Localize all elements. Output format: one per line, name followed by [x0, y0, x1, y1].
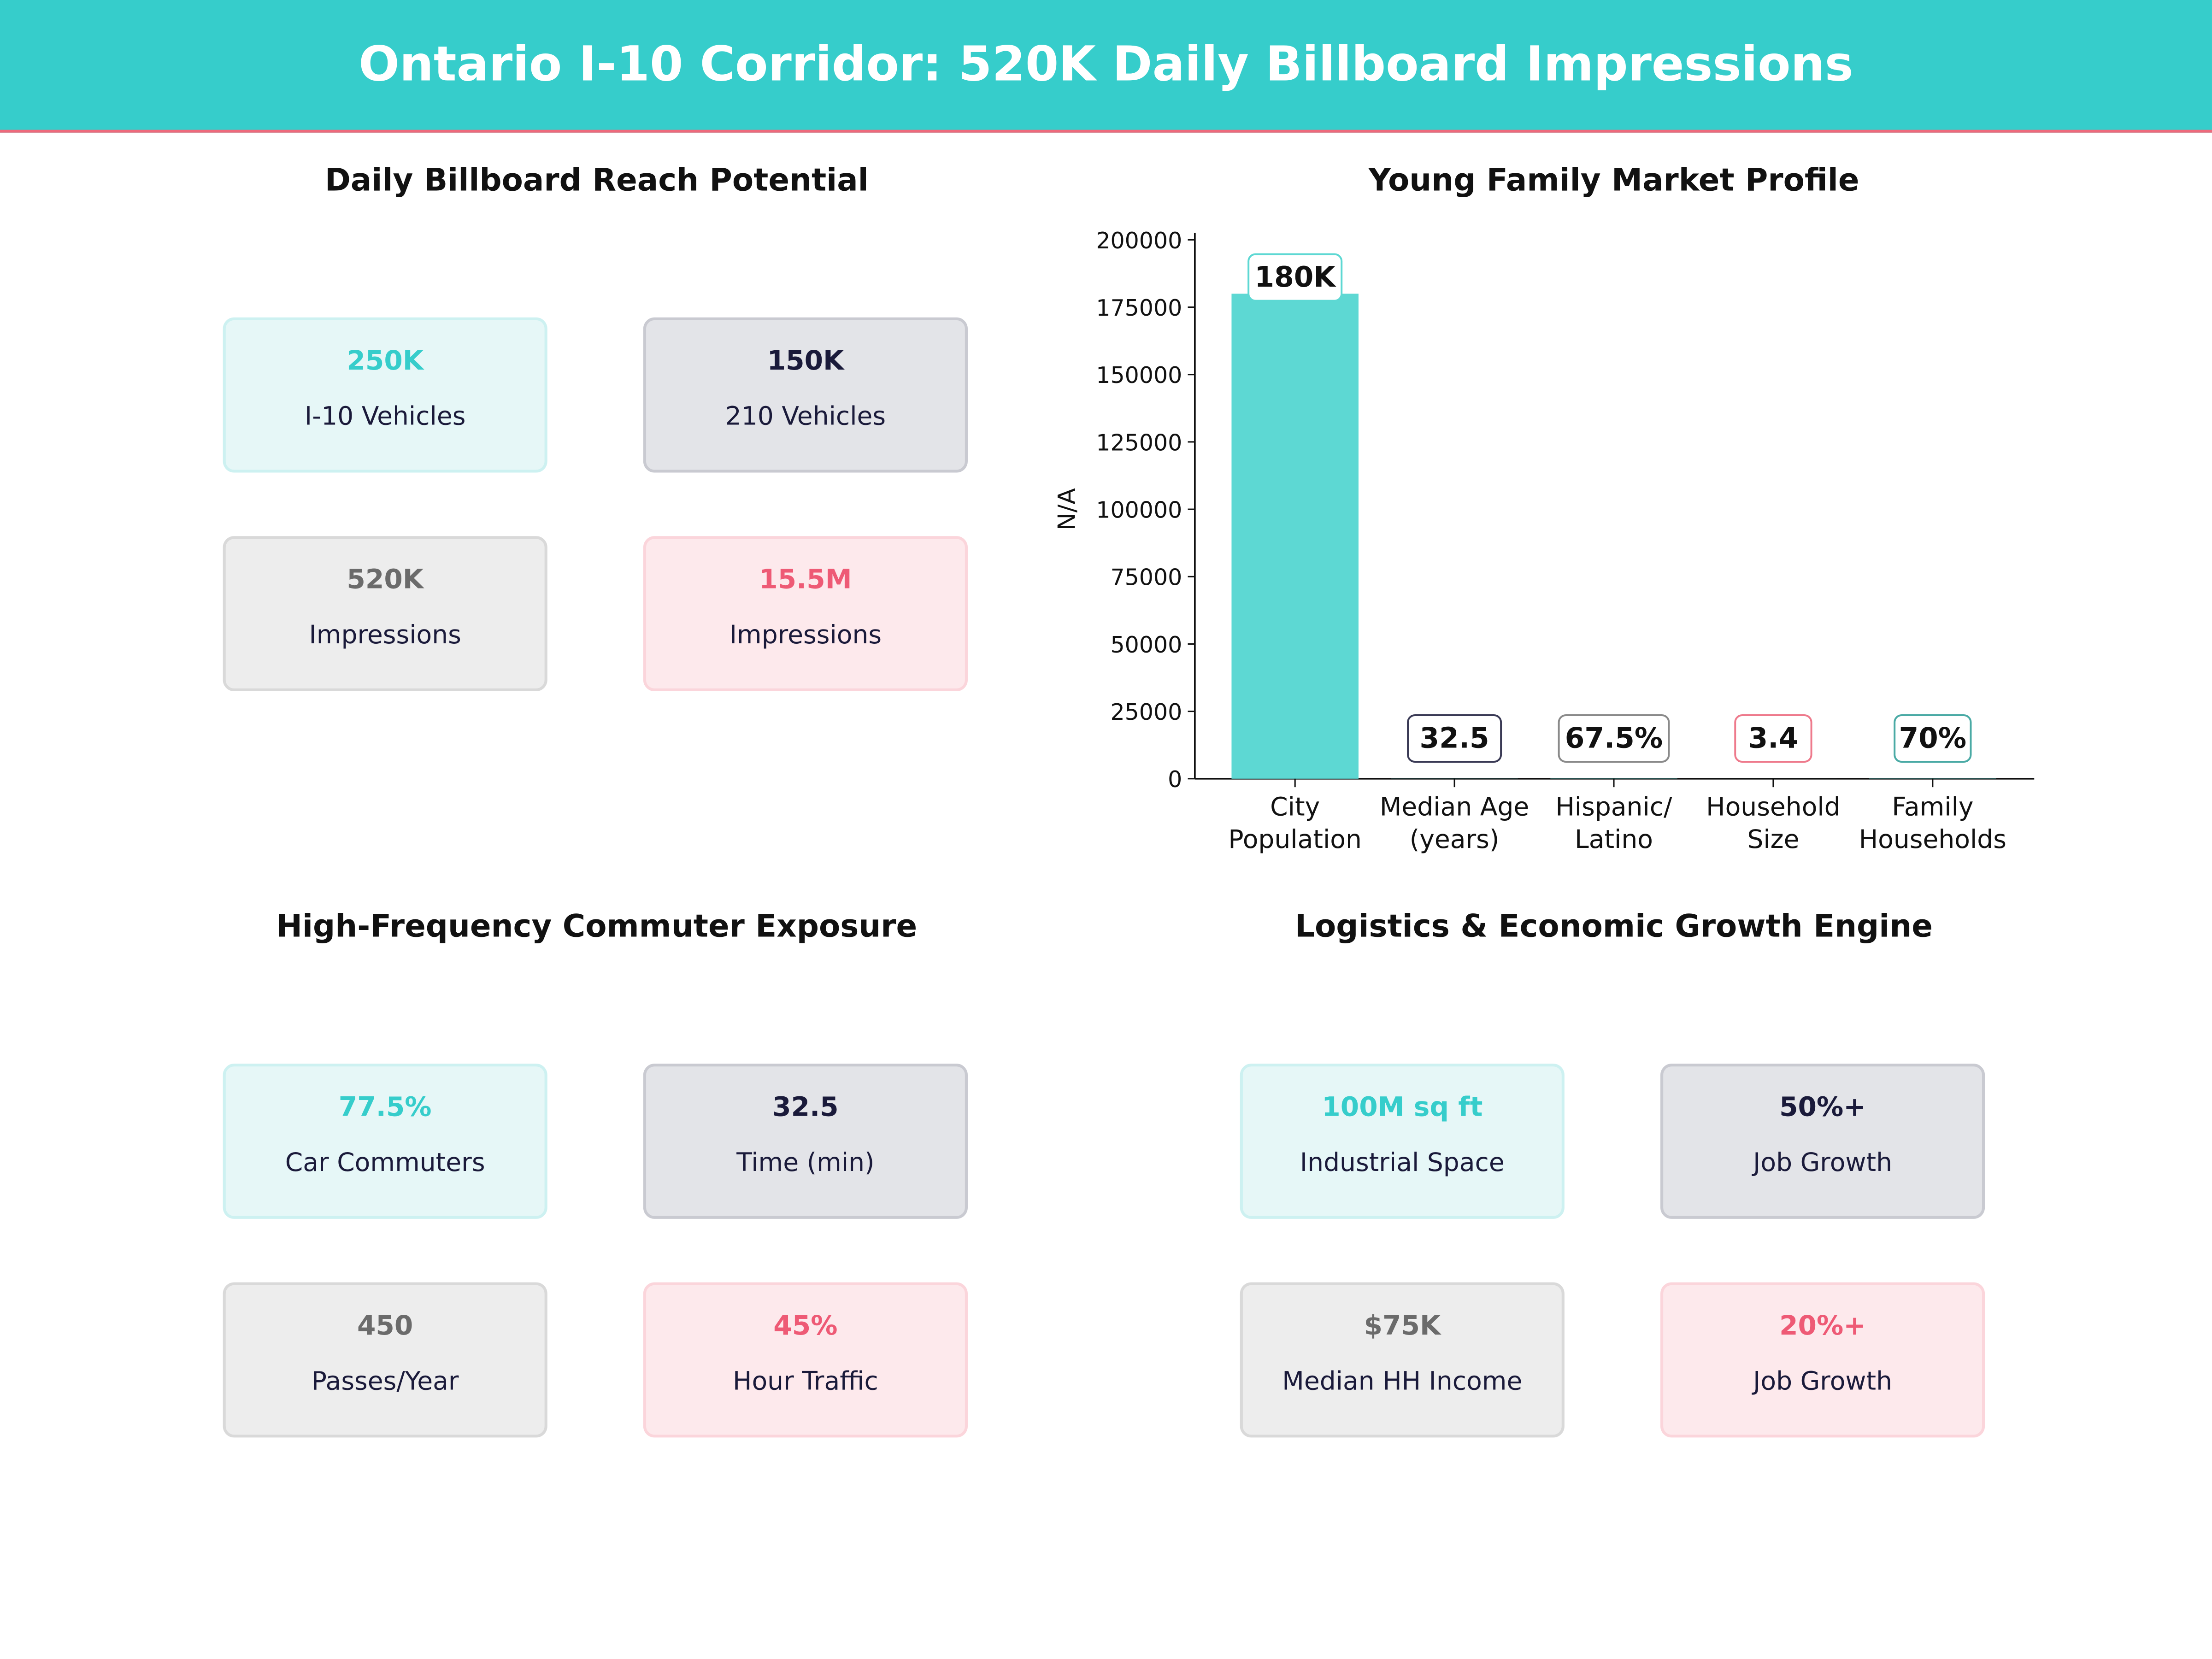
- data-label-box: [1558, 714, 1670, 763]
- data-label: 3.4: [1748, 722, 1798, 754]
- data-label-box: [1247, 253, 1343, 302]
- metric-card: 100M sq ft Industrial Space: [1240, 1064, 1565, 1219]
- metric-card: 50%+ Job Growth: [1660, 1064, 1985, 1219]
- metric-card: 77.5% Car Commuters: [223, 1064, 547, 1219]
- y-tick-label: 25000: [1111, 699, 1182, 725]
- x-tick-label: Latino: [1575, 824, 1653, 854]
- y-tick-label: 50000: [1111, 632, 1182, 658]
- metric-label: Job Growth: [1753, 1148, 1893, 1178]
- metric-value: 50%+: [1779, 1092, 1866, 1123]
- header-banner: Ontario I-10 Corridor: 520K Daily Billbo…: [0, 0, 2212, 133]
- data-label: 180K: [1255, 261, 1337, 294]
- metric-card: 20%+ Job Growth: [1660, 1282, 1985, 1438]
- metric-card: 520K Impressions: [223, 536, 547, 691]
- metric-card: 150K 210 Vehicles: [643, 317, 968, 473]
- data-label-box: [1894, 714, 1972, 763]
- x-tick-label: Hispanic/: [1555, 792, 1672, 821]
- data-label-box: [1407, 714, 1502, 763]
- panel-title-commuter: High-Frequency Commuter Exposure: [276, 910, 918, 946]
- metric-label: I-10 Vehicles: [304, 402, 466, 432]
- data-label: 67.5%: [1565, 722, 1663, 754]
- metric-label: Median HH Income: [1282, 1367, 1523, 1397]
- metric-label: Time (min): [736, 1148, 875, 1178]
- y-tick-label: 150000: [1096, 362, 1182, 388]
- y-tick-label: 200000: [1096, 228, 1182, 254]
- x-tick-label: (years): [1410, 824, 1500, 854]
- metric-label: Job Growth: [1753, 1367, 1893, 1397]
- x-tick-label: City: [1270, 792, 1320, 821]
- metric-card: 450 Passes/Year: [223, 1282, 547, 1438]
- metric-label: 210 Vehicles: [725, 402, 886, 432]
- metric-value: 520K: [347, 564, 424, 595]
- metric-value: 45%: [773, 1310, 838, 1342]
- y-tick-label: 100000: [1096, 497, 1182, 523]
- metric-card: 45% Hour Traffic: [643, 1282, 968, 1438]
- metric-value: 77.5%: [338, 1092, 432, 1123]
- metric-label: Impressions: [729, 620, 882, 651]
- metric-card: 32.5 Time (min): [643, 1064, 968, 1219]
- x-tick-label: Size: [1747, 824, 1799, 854]
- y-tick-label: 75000: [1111, 565, 1182, 591]
- page-title: Ontario I-10 Corridor: 520K Daily Billbo…: [359, 36, 1853, 94]
- metric-label: Industrial Space: [1300, 1148, 1505, 1178]
- metric-value: 100M sq ft: [1322, 1092, 1483, 1123]
- bar: [1231, 294, 1359, 779]
- panel-title-logistics: Logistics & Economic Growth Engine: [1295, 910, 1933, 946]
- y-tick-label: 0: [1168, 766, 1182, 793]
- metric-value: $75K: [1364, 1310, 1441, 1342]
- y-axis-label: N/A: [1053, 488, 1081, 530]
- x-tick-label: Median Age: [1380, 792, 1529, 821]
- metric-value: 250K: [347, 345, 424, 377]
- metric-value: 32.5: [772, 1092, 839, 1123]
- data-label: 70%: [1899, 722, 1967, 754]
- x-tick-label: Family: [1892, 792, 1973, 821]
- x-tick-label: Population: [1228, 824, 1361, 854]
- metric-label: Passes/Year: [311, 1367, 459, 1397]
- y-tick-label: 125000: [1096, 429, 1182, 456]
- metric-label: Hour Traffic: [733, 1367, 878, 1397]
- x-tick-label: Households: [1859, 824, 2006, 854]
- chart-title: Young Family Market Profile: [1368, 164, 1859, 199]
- metric-label: Car Commuters: [285, 1148, 485, 1178]
- y-tick-label: 175000: [1096, 295, 1182, 321]
- metric-card: 250K I-10 Vehicles: [223, 317, 547, 473]
- x-tick-label: Household: [1706, 792, 1841, 821]
- metric-label: Impressions: [309, 620, 461, 651]
- data-label-box: [1734, 714, 1812, 763]
- metric-card: $75K Median HH Income: [1240, 1282, 1565, 1438]
- panel-title-reach: Daily Billboard Reach Potential: [324, 164, 869, 199]
- metric-card: 15.5M Impressions: [643, 536, 968, 691]
- metric-value: 20%+: [1779, 1310, 1866, 1342]
- metric-value: 15.5M: [759, 564, 852, 595]
- data-label: 32.5: [1420, 722, 1489, 754]
- metric-value: 450: [357, 1310, 413, 1342]
- metric-value: 150K: [767, 345, 844, 377]
